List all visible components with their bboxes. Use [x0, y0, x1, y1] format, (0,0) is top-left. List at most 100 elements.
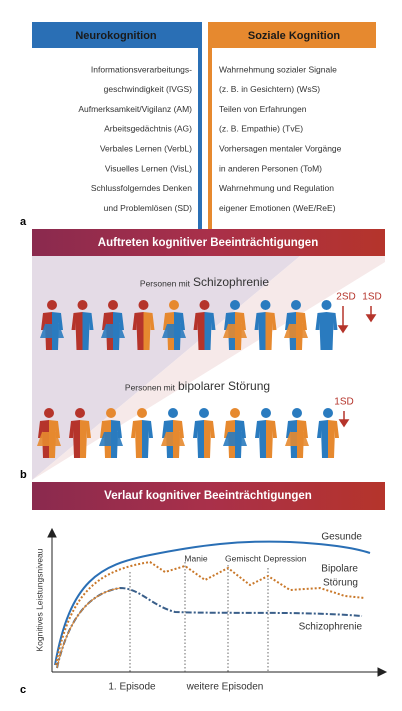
body-right [266, 420, 277, 458]
person-icon [254, 300, 277, 350]
person-icon [37, 408, 61, 458]
body-left [254, 312, 266, 350]
person-icon [162, 300, 186, 350]
body-left [315, 312, 327, 350]
person-icon [223, 300, 247, 350]
healthy-curve [54, 540, 371, 666]
head [106, 408, 116, 418]
curve-label: Gesunde [321, 532, 362, 543]
x-label: 1. Episode [108, 682, 156, 693]
body-left [317, 420, 328, 458]
head [77, 300, 88, 310]
head [230, 408, 240, 418]
phase-label: Manie [184, 553, 207, 563]
person-icon [317, 408, 339, 458]
person-icon [315, 300, 338, 350]
person-icon [71, 300, 94, 350]
person-icon [223, 408, 247, 458]
person-icon [285, 408, 309, 458]
episode-lines [129, 562, 269, 672]
body-left [193, 420, 204, 458]
neuro-item: Arbeitsgedächtnis (AG) [104, 124, 192, 134]
skirt [284, 324, 308, 338]
person-icon [40, 300, 64, 350]
body-left [69, 420, 80, 458]
person-icon [101, 300, 125, 350]
person-icon [193, 300, 216, 350]
panel-label: a [20, 216, 27, 228]
skirt [101, 324, 125, 338]
head [260, 300, 271, 310]
head [47, 300, 57, 310]
banner [32, 229, 385, 256]
banner-text: Verlauf kognitiver Beeinträchtigungen [104, 490, 312, 502]
banner [32, 482, 385, 510]
neuro-item: Schlussfolgerndes Denken [91, 183, 192, 193]
body-left [131, 420, 142, 458]
phase-label: Depression [264, 553, 307, 563]
neuro-item: Aufmerksamkeit/Vigilanz (AM) [78, 104, 192, 114]
head [230, 300, 240, 310]
group-name: Schizophrenie [193, 275, 269, 289]
body-right [326, 312, 338, 350]
head [321, 300, 332, 310]
sd-label: 1SD [334, 397, 353, 408]
y-label: Kognitives Leistungsniveau [34, 548, 44, 651]
body-right [204, 420, 215, 458]
head [44, 408, 54, 418]
head [168, 408, 178, 418]
sd-label: 1SD [362, 292, 381, 303]
head [108, 300, 118, 310]
social-item: (z. B. in Gesichtern) (WsS) [219, 84, 320, 94]
skirt [99, 432, 123, 446]
social-item: (z. B. Empathie) (TvE) [219, 124, 303, 134]
body-right [142, 420, 153, 458]
skirt [162, 324, 186, 338]
x-label: weitere Episoden [186, 682, 264, 693]
person-icon [161, 408, 185, 458]
social-item: eigener Emotionen (WeE/ReE) [219, 203, 336, 213]
person-icon [132, 300, 155, 350]
person-icon [131, 408, 153, 458]
axes [47, 527, 388, 677]
head [75, 408, 85, 418]
curve-label: Schizophrenie [299, 622, 363, 633]
banner-text: Auftreten kognitiver Beeinträchtigungen [98, 237, 318, 249]
social-item: Vorhersagen mentaler Vorgänge [219, 143, 342, 153]
person-icon [99, 408, 123, 458]
schizo-curve-accent [56, 587, 121, 669]
curve-label: Bipolare [321, 564, 358, 575]
skirt [223, 324, 247, 338]
skirt [37, 432, 61, 446]
neuro-item: Informationsverarbeitungs- [91, 64, 192, 74]
head [291, 300, 301, 310]
neuro-title: Neurokognition [75, 30, 157, 42]
head [261, 408, 271, 418]
social-header [210, 22, 376, 48]
body-left [255, 420, 266, 458]
body-left [71, 312, 83, 350]
neuro-header [32, 22, 200, 48]
neuro-item: und Problemlösen (SD) [104, 203, 193, 213]
arrows [337, 306, 377, 428]
head [199, 408, 209, 418]
body-left [193, 312, 205, 350]
neuro-line [198, 22, 202, 230]
body-left [132, 312, 144, 350]
head [323, 408, 333, 418]
panel-label: c [20, 684, 26, 696]
head [199, 300, 210, 310]
sd-label: 2SD [336, 292, 355, 303]
panel-label: b [20, 469, 27, 481]
label-prefix: Personen mit [140, 278, 191, 288]
group-name: bipolarer Störung [178, 379, 270, 393]
neuro-item: geschwindigkeit (IVGS) [104, 84, 193, 94]
neuro-item: Verbales Lernen (VerbL) [100, 143, 192, 153]
social-item: in anderen Personen (ToM) [219, 163, 322, 173]
bipolar-curve [55, 560, 366, 666]
phase-label: Gemischt [225, 553, 262, 563]
social-item: Teilen von Erfahrungen [219, 104, 307, 114]
label-prefix: Personen mit [125, 382, 176, 392]
body-right [328, 420, 339, 458]
